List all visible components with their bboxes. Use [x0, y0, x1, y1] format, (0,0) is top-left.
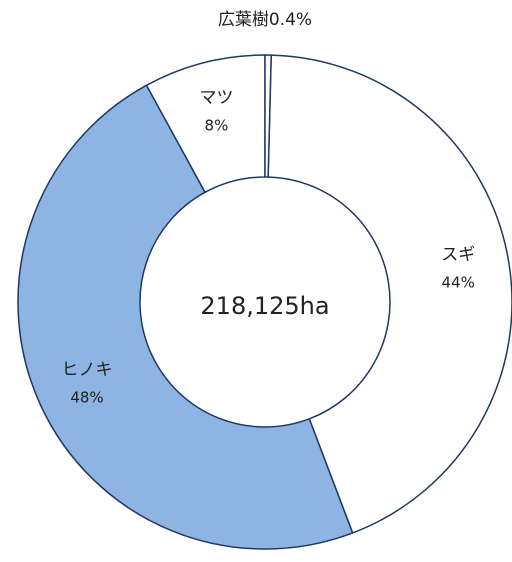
value-label: 8%: [205, 117, 229, 135]
donut-slice: [17, 84, 354, 550]
donut-slice: [264, 54, 272, 178]
category-label: マツ: [199, 88, 233, 108]
category-label: 広葉樹: [218, 10, 269, 30]
donut-slice: [267, 54, 512, 534]
category-label: ヒノキ: [61, 360, 112, 380]
value-label: 48%: [70, 389, 103, 407]
value-label: 0.4%: [269, 10, 312, 30]
slice-label: 広葉樹0.4%: [218, 10, 312, 30]
category-label: スギ: [441, 245, 475, 265]
value-label: 44%: [442, 274, 475, 292]
center-label: 218,125ha: [200, 292, 329, 320]
